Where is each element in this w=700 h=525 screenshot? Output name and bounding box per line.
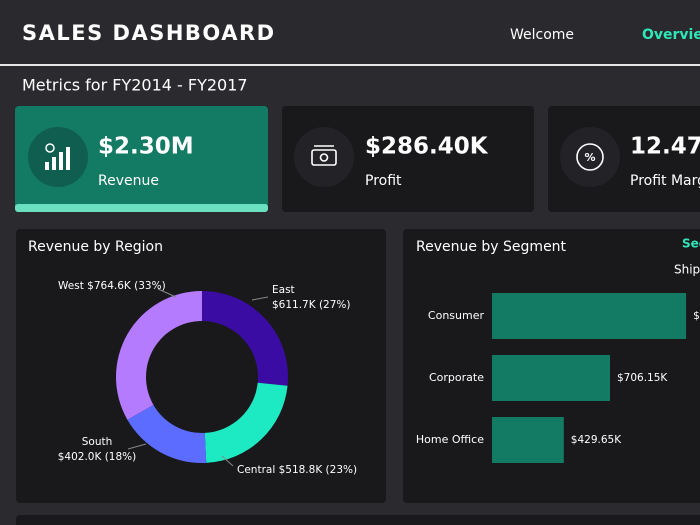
- kpi-label: Revenue: [98, 173, 159, 189]
- category-label: Central: [237, 464, 275, 476]
- panel-title: Revenue by Segment: [416, 239, 567, 255]
- donut-slice: [115, 291, 202, 420]
- bar-chart: Consumer $1161.40K Corporate $706.15K Home O…: [416, 293, 700, 463]
- slicer-label[interactable]: Ship Mode: [674, 263, 700, 277]
- category-label: East: [272, 284, 295, 296]
- kpi-value: 12.47%: [630, 134, 700, 160]
- panel-title: Revenue by Region: [28, 239, 163, 255]
- kpi-value: $2.30M: [98, 134, 194, 160]
- kpi-card: [282, 106, 534, 212]
- leader-line: [157, 288, 177, 298]
- subtitle: Metrics for FY2014 - FY2017: [22, 76, 248, 95]
- percent-glyph: %: [584, 151, 595, 164]
- data-label: West $764.6K (33%): [58, 280, 166, 292]
- bar: [492, 355, 610, 401]
- slicer-label[interactable]: Segment: [682, 237, 700, 251]
- leader-line: [251, 296, 269, 301]
- kpi-label: Profit Margin: [630, 173, 700, 189]
- donut-slice: [127, 404, 207, 463]
- category-label: Home Office: [416, 433, 484, 446]
- category-label: Corporate: [429, 371, 484, 384]
- value-label: $764.6K (33%): [87, 280, 166, 292]
- bar: [492, 293, 687, 339]
- margin-icon: [576, 143, 604, 171]
- revenue-icon: [45, 143, 70, 170]
- bar: [492, 417, 564, 463]
- nav-link[interactable]: Welcome: [510, 27, 574, 43]
- panel: [16, 515, 700, 525]
- nav-link[interactable]: Overview: [642, 27, 700, 43]
- value-label: $518.8K (23%): [279, 464, 358, 476]
- leader-line: [221, 455, 234, 467]
- header-bar: [0, 0, 700, 64]
- value-label: $706.15K: [617, 372, 668, 384]
- icon-bg: [28, 127, 88, 187]
- value-label: $1161.40K: [693, 310, 700, 322]
- panel: [16, 229, 386, 503]
- card-accent: [15, 204, 268, 212]
- value-label: $402.0K (18%): [58, 451, 137, 463]
- value-label: $611.7K (27%): [272, 299, 351, 311]
- profit-icon: [311, 145, 337, 166]
- leader-line: [127, 443, 147, 450]
- data-label: Central $518.8K (23%): [237, 464, 357, 476]
- donut-slice: [202, 291, 288, 386]
- kpi-card: [15, 106, 268, 212]
- dashboard-title: SALES DASHBOARD: [22, 21, 276, 45]
- category-label: West: [58, 280, 84, 292]
- category-label: South: [82, 436, 113, 448]
- kpi-label: Profit: [365, 173, 402, 189]
- icon-bg: [560, 127, 620, 187]
- donut-chart: East $611.7K (27%) Central $518.8K (23%) So…: [58, 280, 357, 476]
- category-label: Consumer: [428, 309, 485, 322]
- kpi-value: $286.40K: [365, 134, 489, 160]
- donut-slice: [204, 382, 288, 463]
- icon-bg: [294, 127, 354, 187]
- value-label: $429.65K: [571, 434, 622, 446]
